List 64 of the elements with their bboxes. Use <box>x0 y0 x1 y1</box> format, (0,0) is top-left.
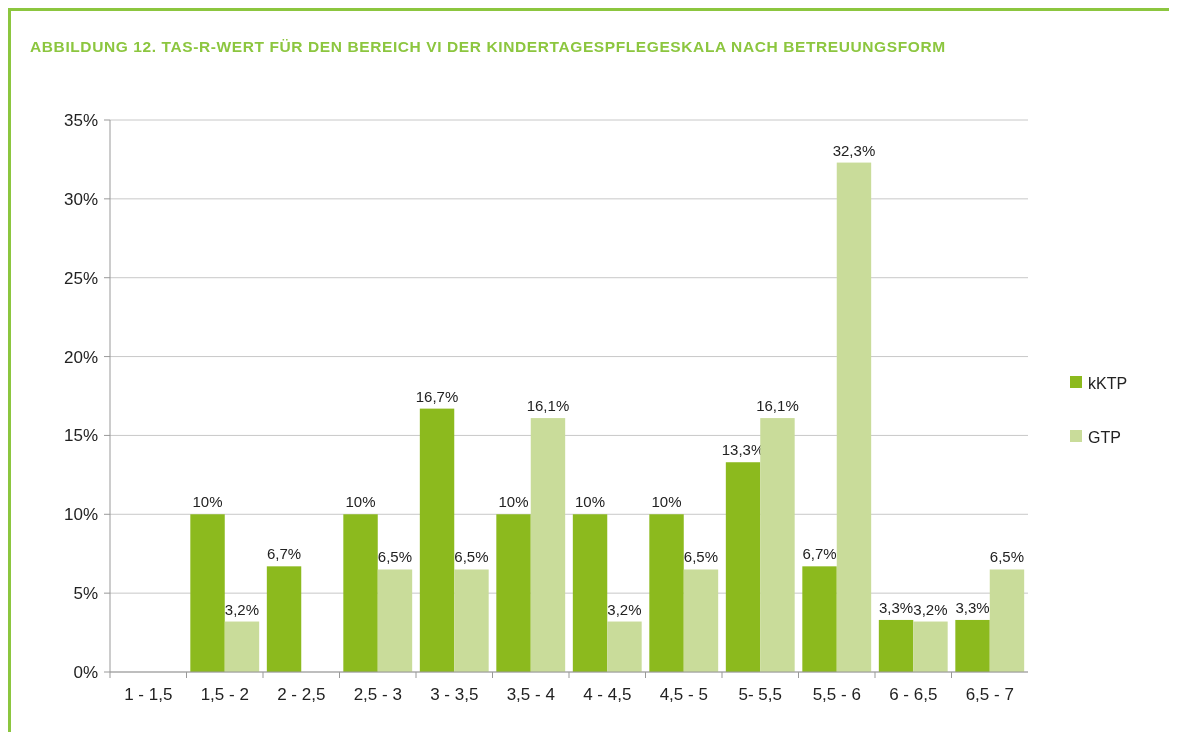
y-tick-label: 25% <box>63 268 98 288</box>
legend-label: kKTP <box>1088 374 1128 392</box>
bar <box>530 418 566 672</box>
data-label: 6,5% <box>377 548 413 566</box>
x-tick-label: 6 - 6,5 <box>889 685 938 704</box>
data-label: 3,2% <box>913 600 948 618</box>
data-label: 6,5% <box>989 548 1025 566</box>
y-tick-label: 0% <box>73 662 98 682</box>
data-label: 3,3% <box>955 598 990 616</box>
bar <box>572 514 608 672</box>
bar <box>224 621 260 672</box>
bar <box>683 569 719 672</box>
data-label: 6,7% <box>266 545 302 563</box>
y-tick-label: 20% <box>63 347 98 367</box>
bar <box>496 514 531 672</box>
data-label: 6,5% <box>683 548 719 566</box>
legend-label: GTP <box>1088 428 1121 446</box>
bar <box>913 621 948 672</box>
x-tick-label: 1 - 1,5 <box>124 685 173 704</box>
x-tick-label: 4 - 4,5 <box>583 685 632 704</box>
data-label: 6,7% <box>802 545 837 563</box>
bar <box>878 619 914 672</box>
bar <box>955 619 990 672</box>
y-tick-label: 5% <box>73 584 98 604</box>
bar <box>190 514 225 672</box>
data-label: 10% <box>498 493 529 511</box>
y-tick-label: 30% <box>63 189 98 209</box>
y-tick-label: 35% <box>63 110 98 130</box>
bar <box>419 408 455 672</box>
x-tick-label: 6,5 - 7 <box>965 685 1014 704</box>
bar <box>802 566 837 672</box>
data-label: 16,1% <box>756 397 799 415</box>
chart-title: ABBILDUNG 12. TAS-R-WERT FÜR DEN BEREICH VI DER KINDERTAGESPFLEGESKALA NACH BETREUUNGSFORM <box>30 38 946 55</box>
data-label: 3,2% <box>607 600 642 618</box>
x-tick-label: 4,5 - 5 <box>659 685 708 704</box>
data-label: 3,2% <box>224 600 260 618</box>
x-tick-label: 3 - 3,5 <box>430 685 479 704</box>
bar <box>989 569 1025 672</box>
bar <box>649 514 684 672</box>
y-tick-label: 10% <box>63 505 98 525</box>
bar <box>760 418 795 672</box>
data-label: 16,7% <box>415 387 459 405</box>
data-label: 10% <box>192 493 223 511</box>
bar <box>836 162 872 672</box>
bar <box>725 462 761 672</box>
bar <box>607 621 642 672</box>
x-tick-label: 3,5 - 4 <box>506 685 555 704</box>
y-tick-label: 15% <box>63 426 98 446</box>
data-label: 6,5% <box>454 548 489 566</box>
x-tick-label: 2 - 2,5 <box>277 685 326 704</box>
data-label: 10% <box>345 493 376 511</box>
data-label: 32,3% <box>832 141 876 159</box>
x-tick-label: 2,5 - 3 <box>353 685 402 704</box>
bar <box>343 514 378 672</box>
x-tick-label: 5- 5,5 <box>738 685 782 704</box>
data-label: 10% <box>651 493 682 511</box>
bar <box>266 566 302 672</box>
x-tick-label: 5,5 - 6 <box>812 685 861 704</box>
data-label: 10% <box>575 493 606 511</box>
x-tick-label: 1,5 - 2 <box>200 685 249 704</box>
bar <box>454 569 489 672</box>
data-label: 3,3% <box>878 598 914 616</box>
data-label: 16,1% <box>526 397 570 415</box>
bar <box>377 569 413 672</box>
